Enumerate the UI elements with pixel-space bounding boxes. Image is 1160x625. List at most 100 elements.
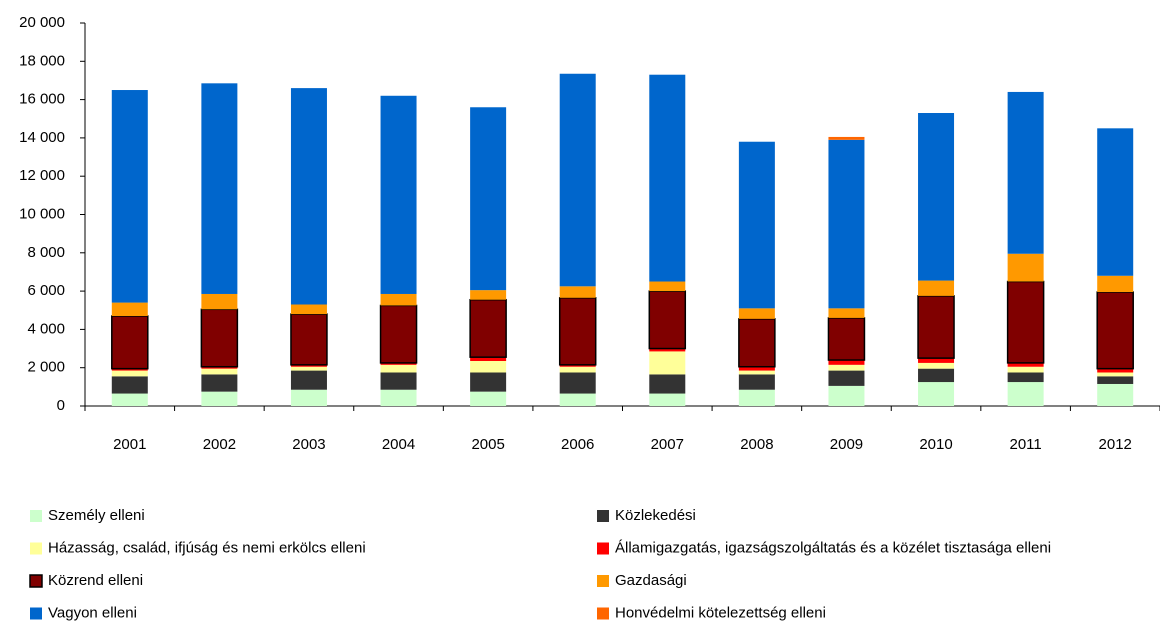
bar-segment [649,393,686,406]
legend-label: Államigazgatás, igazságszolgáltatás és a… [615,539,1051,556]
bar-segment [649,74,686,282]
bar-segment [738,366,775,371]
y-tick-label: 8 000 [27,244,65,261]
bar-segment [290,364,327,367]
bar-segment [918,358,955,363]
bar-segment [290,370,327,390]
bar-segment [201,391,238,406]
bar-segment [201,83,238,294]
bar-segment [917,295,955,359]
y-tick-label: 10 000 [19,205,65,222]
legend-swatch [29,574,43,588]
bar-segment [559,364,596,367]
x-tick-label: 2012 [1099,436,1132,453]
legend-swatch [597,575,609,587]
legend-swatch [597,510,609,522]
bar-segment [559,286,596,298]
bar-segment [649,374,686,394]
x-tick-label: 2006 [561,436,594,453]
bar-segment [1096,291,1134,370]
bar-segment [1006,280,1045,364]
bar-segment [559,372,596,394]
bar-segment [111,315,149,370]
legend-swatch [30,607,42,620]
bar-segment [1097,368,1134,373]
legend-swatch [30,510,42,522]
bar-segment [559,366,596,373]
bar-segment [828,364,865,371]
legend-label: Vagyon elleni [48,604,137,621]
y-tick-label: 18 000 [19,52,65,69]
bar-segment [380,372,417,390]
bar-segment [201,374,238,392]
bar-segment [380,95,417,294]
bar-segment [1007,91,1044,254]
bar-segment [1097,275,1134,293]
bar-segment [470,290,507,300]
bar-segment [290,88,327,305]
bar-segment [828,385,865,406]
bar-segment [201,293,238,310]
bar-segment [649,281,686,292]
bar-segment [1007,366,1044,373]
bar-segment [470,360,507,373]
bar-segment [1007,382,1044,406]
y-tick-label: 20 000 [19,14,65,31]
x-tick-label: 2007 [651,436,684,453]
bar-segment [738,370,775,375]
x-tick-label: 2010 [919,436,952,453]
x-tick-label: 2009 [830,436,863,453]
legend-swatch [597,607,609,620]
bar-segment [1007,372,1044,383]
bar-segment [290,389,327,406]
bar-segment [200,308,239,368]
legend-label: Gazdasági [615,572,687,589]
bar-segment [1007,253,1044,282]
bar-segment [469,298,507,358]
legend-label: Személy elleni [48,507,145,524]
bar-segment [111,393,148,406]
bar-segment [111,370,148,377]
bar-segment [828,139,865,309]
bar-segment [111,302,148,316]
bar-segment [201,368,238,375]
bar-segment [918,362,955,369]
bar-segment [290,366,327,371]
bar-segment [648,290,687,350]
y-tick-label: 16 000 [19,91,65,108]
bar-segment [828,360,865,365]
x-tick-label: 2003 [292,436,325,453]
bar-segment [379,304,418,364]
legend-label: Honvédelmi kötelezettség elleni [615,604,826,621]
bar-segment [290,313,328,366]
bar-segment [290,304,327,315]
bar-segment [380,364,417,373]
bar-segment [470,372,507,392]
bar-segment [1097,383,1134,406]
bar-segment [827,317,866,361]
bar-segment [918,280,955,296]
bar-segment [738,389,775,406]
legend-label: Közlekedési [615,507,696,524]
y-tick-label: 14 000 [19,129,65,146]
x-tick-label: 2001 [113,436,146,453]
bar-segment [738,374,775,390]
bar-segment [470,107,507,291]
x-tick-label: 2008 [740,436,773,453]
bar-segment [828,308,865,318]
bar-segment [559,73,596,287]
bar-segment [918,368,955,383]
legend-label: Közrend elleni [48,572,143,589]
bar-segment [559,393,596,406]
bar-segment [828,370,865,386]
bar-segment [111,90,148,303]
legend-swatch [30,542,42,555]
x-tick-label: 2002 [203,436,236,453]
y-tick-label: 12 000 [19,167,65,184]
bar-segment [1097,372,1134,377]
bar-segment [738,141,775,309]
bar-segment [738,308,775,319]
bar-segment [111,368,148,371]
y-tick-label: 0 [57,397,65,414]
